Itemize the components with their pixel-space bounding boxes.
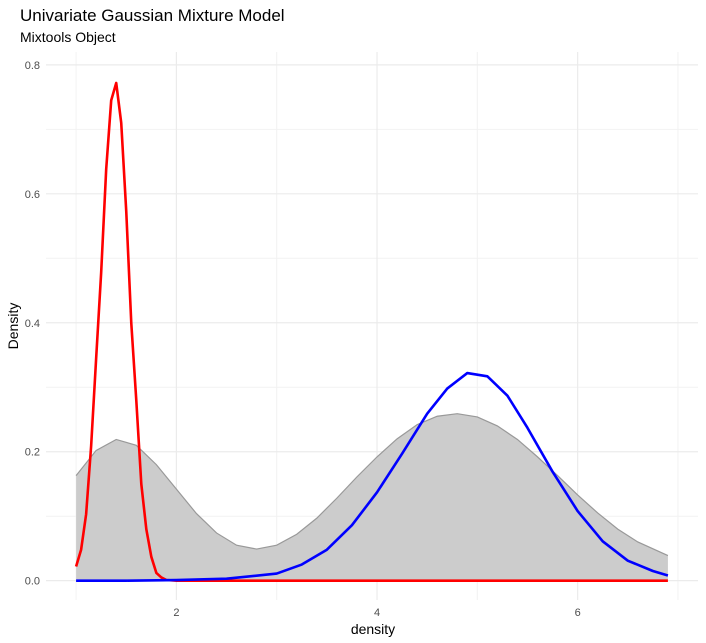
component-curve-2 <box>76 371 669 582</box>
y-tick-label: 0.8 <box>25 60 40 72</box>
y-tick-label: 0.2 <box>25 447 40 459</box>
x-axis-tick-labels: 2 4 6 <box>173 607 580 619</box>
x-tick-label: 2 <box>173 607 179 619</box>
x-tick-label: 6 <box>575 607 581 619</box>
x-tick-label: 4 <box>374 607 380 619</box>
y-tick-label: 0.0 <box>25 576 40 588</box>
chart-subtitle: Mixtools Object <box>20 29 116 45</box>
component-curve-1 <box>74 81 668 582</box>
chart-title: Univariate Gaussian Mixture Model <box>20 6 285 25</box>
y-axis-title: Density <box>5 303 21 350</box>
y-tick-label: 0.6 <box>25 189 40 201</box>
y-axis-tick-labels: 0.0 0.2 0.4 0.6 0.8 <box>25 60 40 588</box>
density-area-outline <box>75 413 669 557</box>
y-tick-label: 0.4 <box>25 318 40 330</box>
component-density-curves <box>74 81 669 582</box>
x-axis-title: density <box>351 621 395 637</box>
